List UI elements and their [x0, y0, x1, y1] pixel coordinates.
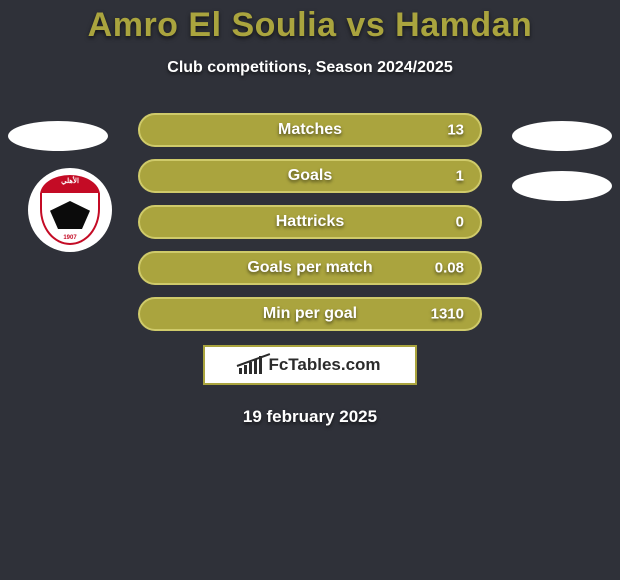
player1-club-badge: الأهلي 1907 — [28, 168, 112, 252]
player1-placeholder-ellipse — [8, 121, 108, 151]
widget-root: Amro El Soulia vs Hamdan Club competitio… — [0, 0, 620, 427]
stat-label: Goals per match — [247, 259, 372, 277]
stat-label: Hattricks — [276, 213, 344, 231]
stat-value: 1 — [456, 168, 464, 185]
fctables-chart-icon — [239, 356, 262, 374]
stat-label: Min per goal — [263, 305, 357, 323]
player2-placeholder-ellipse-2 — [512, 171, 612, 201]
stat-rows: Matches 13 Goals 1 Hattricks 0 Goals per… — [138, 113, 482, 331]
stat-row-min-per-goal: Min per goal 1310 — [138, 297, 482, 331]
comparison-subtitle: Club competitions, Season 2024/2025 — [0, 59, 620, 77]
comparison-body: الأهلي 1907 Matches 13 Goals 1 Hattricks… — [0, 113, 620, 427]
club-year: 1907 — [42, 235, 98, 241]
comparison-title: Amro El Soulia vs Hamdan — [0, 6, 620, 45]
stat-value: 13 — [447, 122, 464, 139]
stat-row-matches: Matches 13 — [138, 113, 482, 147]
club-name-arabic: الأهلي — [40, 177, 100, 185]
stat-value: 0.08 — [435, 260, 464, 277]
snapshot-date: 19 february 2025 — [0, 407, 620, 427]
stat-label: Goals — [288, 167, 332, 185]
stat-label: Matches — [278, 121, 342, 139]
stat-row-goals: Goals 1 — [138, 159, 482, 193]
eagle-icon — [50, 201, 90, 229]
player2-placeholder-ellipse-1 — [512, 121, 612, 151]
stat-row-goals-per-match: Goals per match 0.08 — [138, 251, 482, 285]
stat-value: 0 — [456, 214, 464, 231]
fctables-logo-text: FcTables.com — [268, 355, 380, 375]
fctables-link[interactable]: FcTables.com — [203, 345, 417, 385]
stat-value: 1310 — [431, 306, 464, 323]
stat-row-hattricks: Hattricks 0 — [138, 205, 482, 239]
al-ahly-shield-icon: الأهلي 1907 — [40, 175, 100, 245]
